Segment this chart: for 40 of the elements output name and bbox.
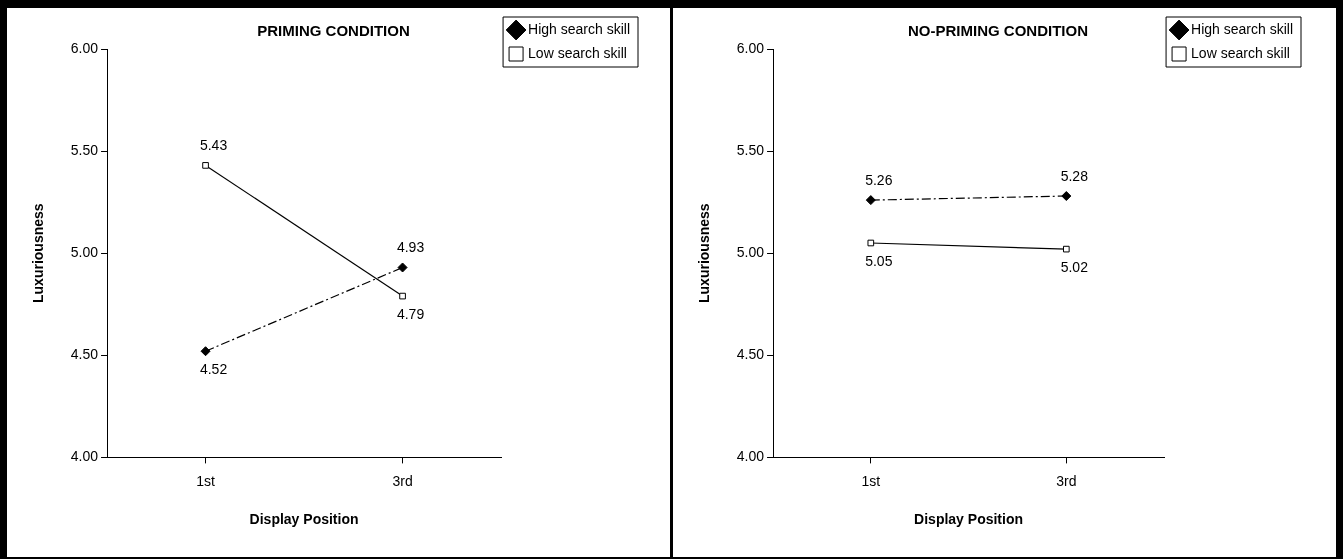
chart-title: NO-PRIMING CONDITION — [908, 22, 1088, 40]
point — [397, 262, 408, 273]
x-tick-label: 3rd — [392, 472, 413, 489]
y-tick-label: 4.50 — [736, 346, 765, 363]
data-label: 4.93 — [396, 239, 425, 256]
data-label: 5.05 — [865, 252, 893, 269]
y-tick-label: 5.00 — [736, 244, 765, 261]
data-label: 5.43 — [199, 137, 228, 154]
data-label: 4.52 — [199, 361, 228, 378]
point — [200, 346, 211, 357]
point — [865, 195, 876, 206]
y-tick-label: 4.00 — [70, 448, 99, 465]
y-tick-label: 6.00 — [736, 39, 765, 56]
y-tick-label: 5.50 — [736, 141, 765, 158]
x-axis-title: Display Position — [914, 511, 1024, 528]
x-axis-title: Display Position — [249, 511, 359, 528]
y-axis-title: Luxuriousness — [30, 203, 47, 303]
data-label: 5.02 — [1060, 258, 1089, 275]
point — [1061, 191, 1072, 202]
legend-label: Low search skill — [1191, 44, 1290, 61]
legend-label: High search skill — [528, 20, 631, 37]
point — [202, 162, 209, 169]
y-axis-title: Luxuriousness — [696, 203, 713, 303]
x-tick-label: 1st — [196, 472, 215, 489]
y-tick-label: 4.50 — [70, 346, 99, 363]
point — [1062, 245, 1070, 253]
y-tick-label: 5.50 — [70, 141, 99, 158]
data-label: 5.26 — [865, 171, 893, 188]
y-tick-label: 4.00 — [736, 448, 765, 465]
x-tick-label: 3rd — [1056, 472, 1077, 489]
chart-title: PRIMING CONDITION — [257, 22, 410, 40]
data-label: 5.28 — [1060, 167, 1089, 184]
y-tick-label: 6.00 — [70, 39, 99, 56]
legend-label: High search skill — [1191, 20, 1294, 37]
legend-label: Low search skill — [528, 44, 627, 61]
y-tick-label: 5.00 — [70, 244, 99, 261]
data-label: 4.79 — [396, 305, 425, 322]
point — [867, 239, 875, 247]
x-tick-label: 1st — [861, 472, 881, 489]
point — [399, 292, 406, 300]
